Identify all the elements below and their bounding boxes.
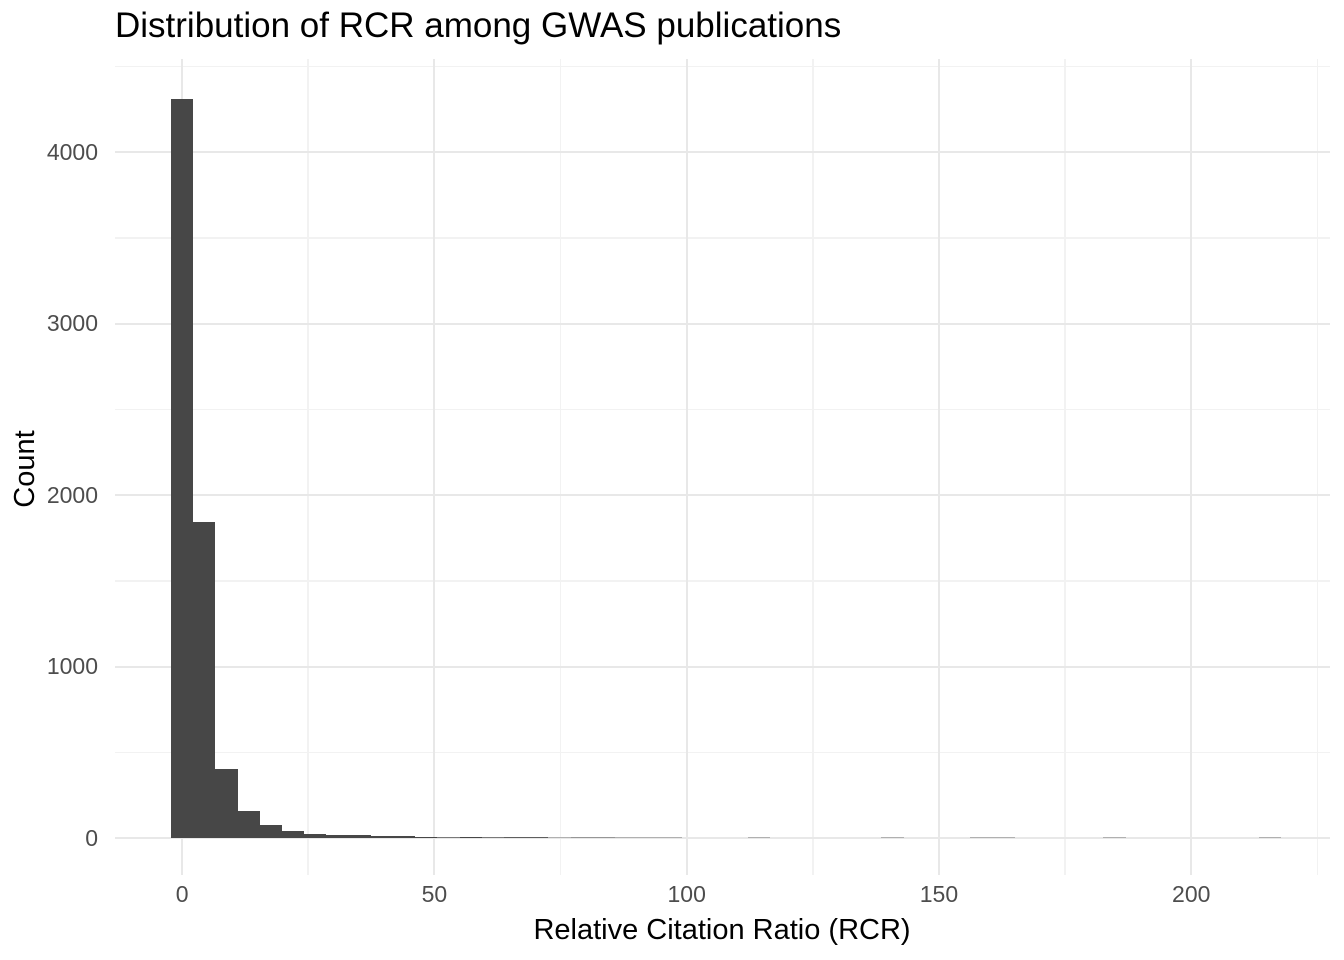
chart-title: Distribution of RCR among GWAS publicati… (115, 6, 842, 45)
histogram-bar (304, 833, 327, 839)
y-minor-gridline (115, 408, 1330, 411)
y-minor-gridline (115, 237, 1330, 239)
y-major-gridline (115, 494, 1330, 497)
x-tick-label: 200 (1172, 881, 1211, 907)
histogram-bar (570, 837, 593, 839)
histogram-bar (282, 831, 305, 839)
plot-panel (115, 59, 1330, 875)
x-major-gridline (1190, 59, 1193, 875)
x-minor-gridline (1316, 59, 1319, 875)
histogram-bar (237, 810, 260, 839)
histogram-bar (259, 824, 282, 839)
histogram-bar (504, 837, 527, 839)
y-tick-label: 4000 (46, 138, 98, 165)
histogram-bar (1103, 837, 1126, 839)
histogram-bar (1258, 837, 1282, 839)
histogram-bar (481, 837, 504, 839)
x-minor-gridline (307, 59, 309, 875)
histogram-bar (992, 837, 1015, 839)
x-major-gridline (433, 59, 436, 875)
y-major-gridline (115, 837, 1330, 840)
histogram-bar (370, 836, 393, 839)
x-minor-gridline (1064, 59, 1066, 875)
y-tick-label: 3000 (46, 310, 98, 337)
histogram-bar (215, 769, 238, 839)
histogram-bar (415, 836, 438, 839)
histogram-bar (637, 837, 660, 839)
x-minor-gridline (812, 59, 814, 875)
x-minor-gridline (559, 59, 562, 875)
x-major-gridline (685, 59, 688, 875)
x-tick-label: 50 (421, 881, 448, 907)
x-tick-label: 0 (175, 881, 189, 907)
y-major-gridline (115, 322, 1330, 325)
histogram-bar (459, 837, 482, 839)
x-tick-label: 100 (667, 881, 706, 907)
histogram-bar (615, 837, 638, 839)
x-major-gridline (937, 59, 940, 875)
histogram-bar (548, 837, 571, 839)
histogram-bar (437, 837, 460, 839)
y-tick-label: 2000 (46, 481, 98, 508)
histogram-bar (526, 837, 549, 839)
histogram-bar (326, 835, 349, 839)
y-minor-gridline (115, 65, 1330, 68)
histogram-bar (881, 837, 904, 839)
histogram-bar (592, 837, 615, 839)
histogram-bar (659, 837, 682, 839)
y-minor-gridline (115, 580, 1330, 582)
y-major-gridline (115, 151, 1330, 154)
y-major-gridline (115, 665, 1330, 668)
histogram-bar (970, 837, 993, 839)
x-axis-title: Relative Citation Ratio (RCR) (533, 914, 911, 946)
x-tick-label: 150 (919, 881, 959, 907)
histogram-bar (171, 99, 194, 839)
y-minor-gridline (115, 751, 1330, 754)
histogram-bar (193, 521, 216, 839)
y-tick-label: 1000 (46, 653, 98, 680)
histogram-bar (393, 836, 416, 839)
histogram-bar (348, 835, 371, 839)
y-tick-label: 0 (85, 824, 98, 851)
histogram-bar (748, 837, 771, 839)
